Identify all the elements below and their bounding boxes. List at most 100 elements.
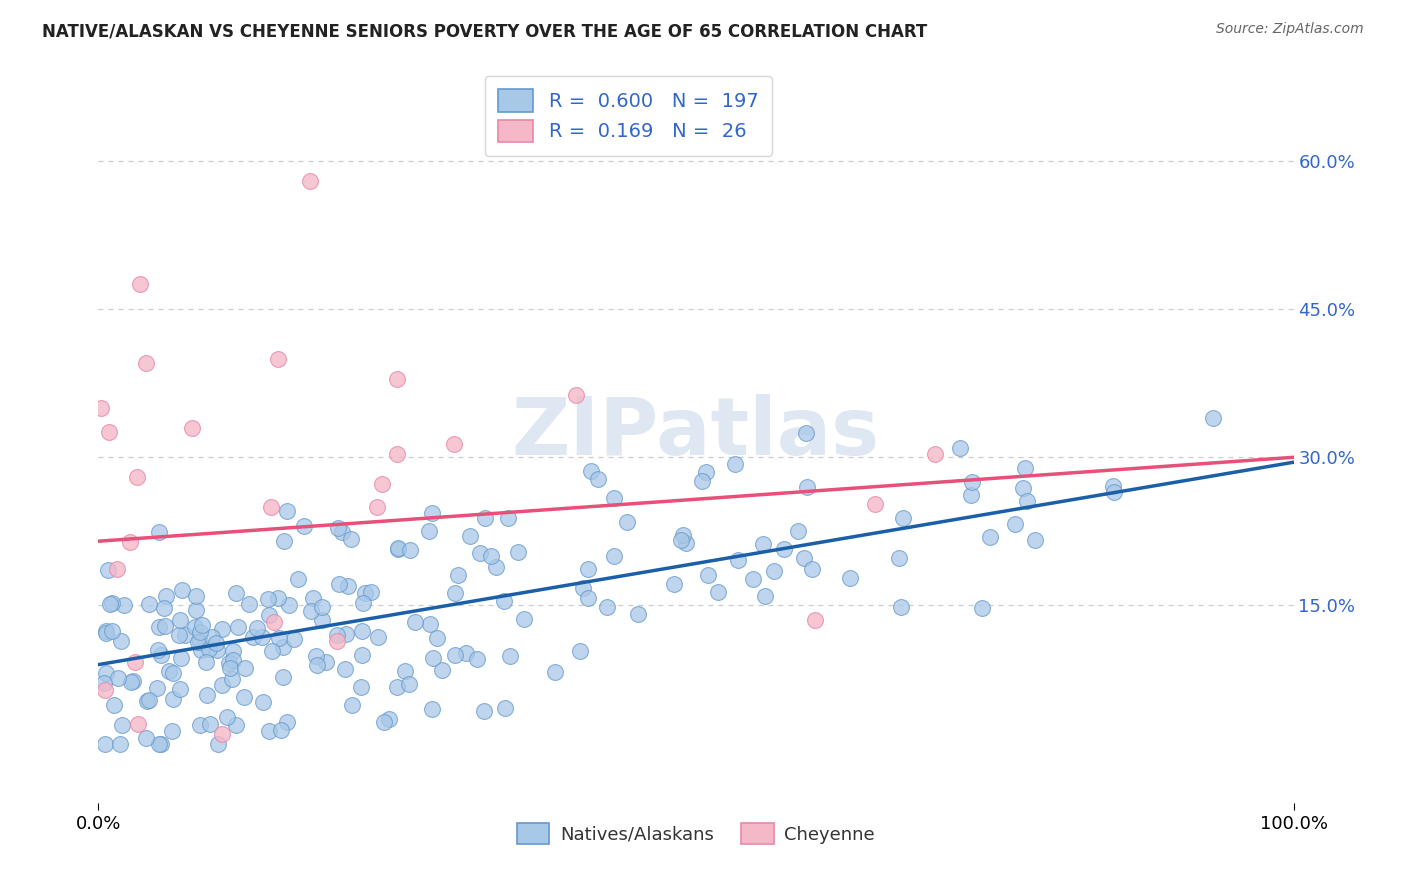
- Point: [1101, 479, 1123, 493]
- Point: [1104, 484, 1126, 499]
- Point: [387, 680, 409, 694]
- Point: [302, 591, 325, 606]
- Point: [662, 576, 685, 591]
- Point: [444, 586, 467, 600]
- Point: [170, 650, 193, 665]
- Point: [98, 597, 121, 611]
- Point: [135, 356, 157, 370]
- Point: [221, 644, 243, 658]
- Point: [103, 698, 125, 712]
- Point: [190, 718, 212, 732]
- Point: [326, 627, 349, 641]
- Point: [772, 541, 794, 556]
- Point: [219, 661, 242, 675]
- Point: [576, 591, 599, 605]
- Point: [157, 665, 180, 679]
- Point: [186, 589, 208, 603]
- Point: [350, 680, 373, 694]
- Point: [98, 425, 121, 440]
- Point: [260, 500, 283, 514]
- Point: [138, 597, 160, 611]
- Point: [454, 646, 477, 660]
- Point: [105, 562, 128, 576]
- Point: [218, 657, 240, 671]
- Point: [602, 549, 624, 564]
- Point: [211, 622, 233, 636]
- Point: [706, 584, 728, 599]
- Point: [110, 634, 132, 648]
- Point: [207, 737, 229, 751]
- Point: [198, 717, 221, 731]
- Point: [155, 589, 177, 603]
- Point: [373, 715, 395, 730]
- Point: [169, 614, 191, 628]
- Point: [148, 524, 170, 539]
- Point: [127, 470, 149, 484]
- Point: [970, 600, 993, 615]
- Point: [404, 615, 426, 629]
- Point: [420, 702, 443, 716]
- Point: [191, 617, 214, 632]
- Point: [465, 651, 488, 665]
- Point: [97, 563, 120, 577]
- Point: [267, 591, 290, 605]
- Point: [135, 731, 157, 745]
- Point: [252, 695, 274, 709]
- Point: [304, 649, 326, 664]
- Point: [283, 632, 305, 646]
- Point: [252, 630, 274, 644]
- Point: [124, 656, 146, 670]
- Point: [340, 698, 363, 712]
- Point: [627, 607, 650, 621]
- Point: [949, 442, 972, 456]
- Point: [352, 597, 374, 611]
- Point: [890, 600, 912, 615]
- Point: [100, 596, 122, 610]
- Point: [226, 620, 249, 634]
- Point: [160, 724, 183, 739]
- Point: [305, 658, 328, 673]
- Point: [287, 572, 309, 586]
- Point: [190, 624, 212, 639]
- Point: [724, 457, 747, 471]
- Point: [299, 603, 322, 617]
- Point: [569, 643, 592, 657]
- Point: [513, 611, 536, 625]
- Point: [162, 666, 184, 681]
- Point: [153, 600, 176, 615]
- Point: [188, 635, 211, 649]
- Point: [273, 533, 295, 548]
- Point: [273, 670, 295, 684]
- Point: [195, 655, 218, 669]
- Point: [129, 277, 152, 291]
- Point: [962, 475, 984, 489]
- Point: [399, 543, 422, 558]
- Point: [269, 631, 291, 645]
- Point: [387, 542, 409, 557]
- Point: [127, 716, 149, 731]
- Point: [149, 648, 172, 662]
- Point: [180, 420, 202, 434]
- Point: [1014, 460, 1036, 475]
- Point: [479, 549, 502, 563]
- Point: [353, 586, 375, 600]
- Point: [120, 674, 142, 689]
- Point: [148, 620, 170, 634]
- Point: [138, 693, 160, 707]
- Point: [572, 581, 595, 595]
- Point: [752, 537, 775, 551]
- Point: [225, 585, 247, 599]
- Point: [742, 572, 765, 586]
- Point: [184, 620, 207, 634]
- Point: [120, 535, 142, 549]
- Point: [762, 564, 785, 578]
- Point: [225, 717, 247, 731]
- Point: [367, 631, 389, 645]
- Point: [565, 388, 588, 402]
- Point: [276, 715, 298, 730]
- Point: [217, 710, 239, 724]
- Point: [146, 681, 169, 696]
- Point: [1017, 494, 1039, 508]
- Point: [201, 630, 224, 644]
- Point: [167, 627, 190, 641]
